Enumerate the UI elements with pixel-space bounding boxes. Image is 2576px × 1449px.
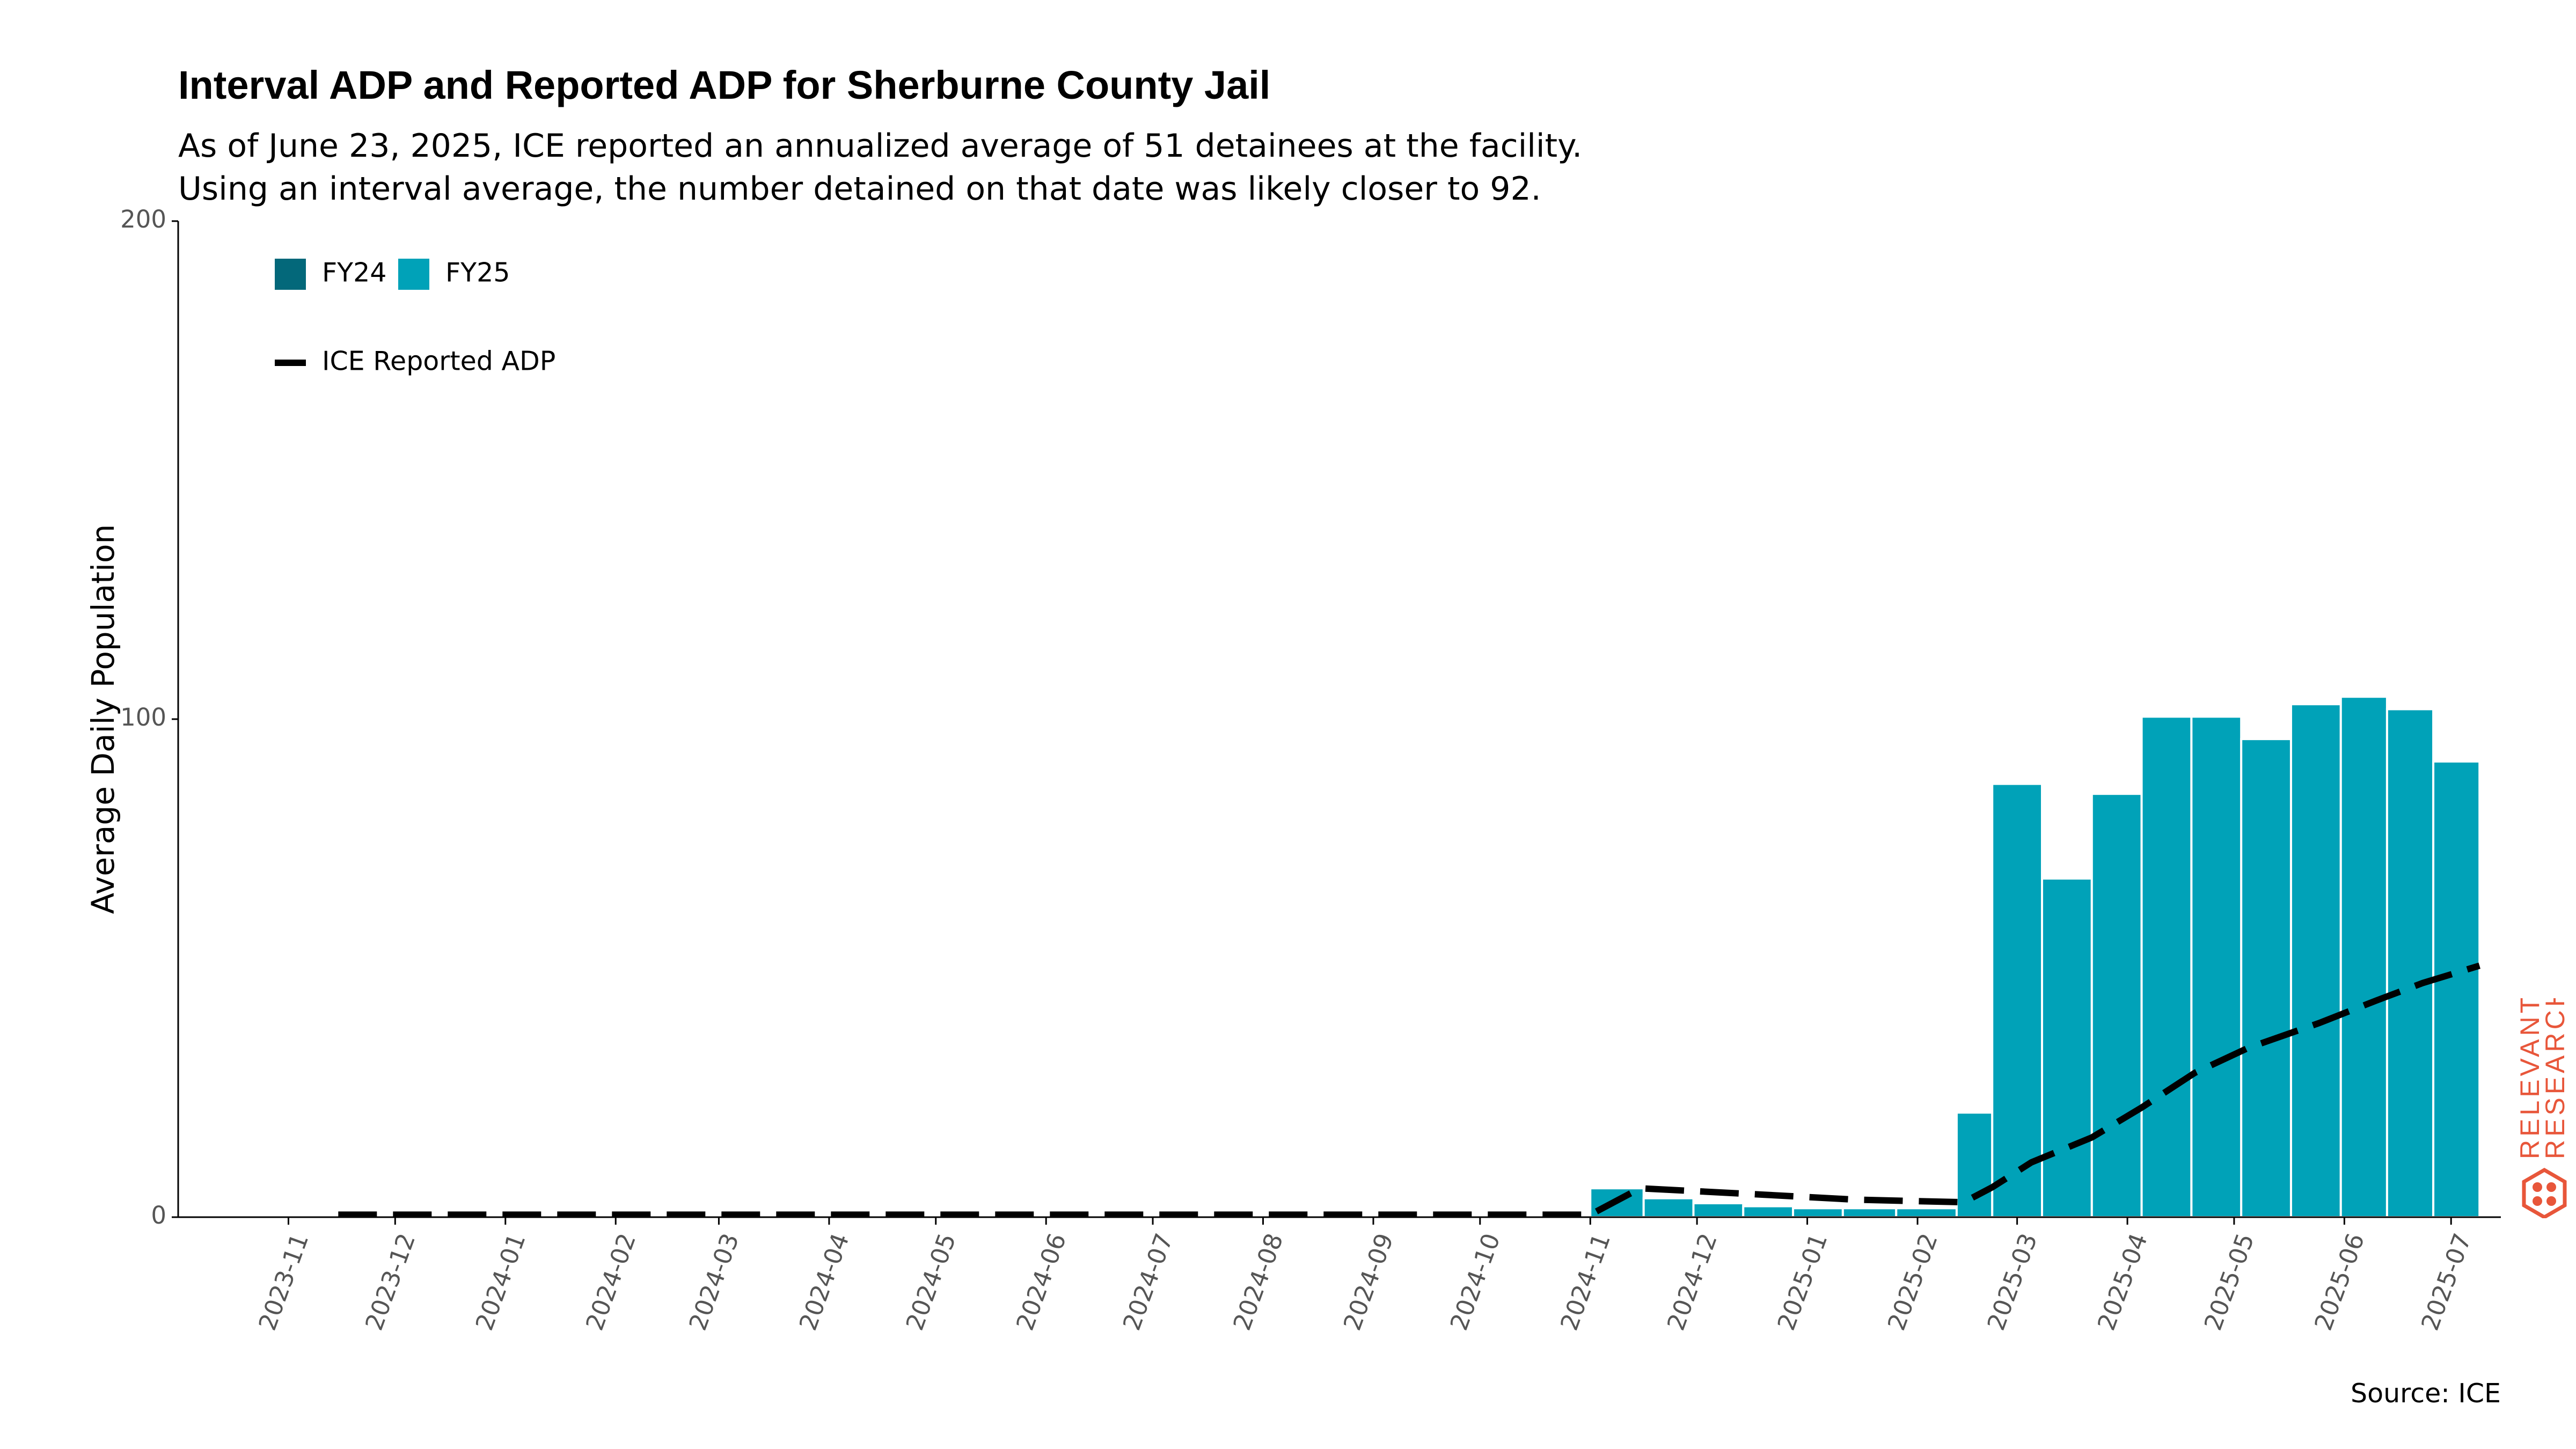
bar-26	[2240, 738, 2292, 1218]
bar-16	[1742, 1205, 1795, 1218]
bar-28	[2339, 696, 2388, 1218]
bar-20	[1955, 1111, 1994, 1219]
legend-label-fy24: FY24	[322, 258, 386, 288]
bar-14	[1642, 1197, 1695, 1219]
bar-27	[2289, 703, 2342, 1219]
bar-30	[2432, 760, 2481, 1218]
x-tick-label-15: 2025-02	[1882, 1230, 1943, 1334]
x-tick-label-3: 2024-02	[580, 1230, 641, 1334]
legend-swatch-fy24	[275, 259, 306, 290]
logo-text-relevant: RELEVANT	[2515, 998, 2545, 1159]
x-tick-label-4: 2024-03	[683, 1230, 744, 1334]
logo-mark-icon	[2522, 1167, 2567, 1218]
legend-label-fy25: FY25	[445, 258, 510, 288]
x-tick-label-5: 2024-04	[794, 1230, 855, 1334]
x-tick-label-11: 2024-10	[1445, 1230, 1506, 1334]
x-tick-label-19: 2025-06	[2309, 1230, 2370, 1334]
chart-title: Interval ADP and Reported ADP for Sherbu…	[178, 63, 1271, 107]
chart-subtitle: As of June 23, 2025, ICE reported an ann…	[178, 125, 1582, 210]
legend-swatch-fy25	[398, 259, 429, 290]
bar-18	[1841, 1207, 1898, 1218]
x-tick-label-2: 2024-01	[470, 1230, 531, 1334]
bars-group	[177, 696, 2481, 1219]
x-tick-label-0: 2023-11	[253, 1230, 314, 1334]
bar-19	[1895, 1207, 1958, 1218]
x-tick-label-13: 2024-12	[1662, 1230, 1723, 1334]
x-tick-label-10: 2024-09	[1338, 1230, 1399, 1334]
y-tick-label-1: 100	[120, 703, 166, 731]
subtitle-line-1: As of June 23, 2025, ICE reported an ann…	[178, 127, 1583, 165]
x-tick-label-7: 2024-06	[1011, 1230, 1072, 1334]
x-tick-label-20: 2025-07	[2416, 1230, 2477, 1334]
bar-24	[2140, 715, 2193, 1218]
y-axis-title: Average Daily Population	[85, 524, 121, 914]
x-tick-label-18: 2025-05	[2199, 1230, 2260, 1334]
x-tick-label-12: 2024-11	[1555, 1230, 1616, 1334]
bar-23	[2090, 793, 2143, 1218]
x-tick-label-14: 2025-01	[1772, 1230, 1833, 1334]
x-tick-label-6: 2024-05	[901, 1230, 962, 1334]
x-tick-label-16: 2025-03	[1981, 1230, 2043, 1334]
y-tick-label-2: 200	[120, 205, 166, 233]
bar-17	[1792, 1207, 1844, 1218]
bar-25	[2190, 715, 2243, 1218]
legend: FY24 FY25 ICE Reported ADP	[275, 258, 555, 377]
x-tick-label-8: 2024-07	[1117, 1230, 1179, 1334]
bar-22	[2041, 877, 2093, 1218]
x-tick-label-17: 2025-04	[2092, 1230, 2153, 1334]
bar-29	[2385, 708, 2435, 1218]
x-tick-label-1: 2023-12	[360, 1230, 421, 1334]
x-tick-label-9: 2024-08	[1227, 1230, 1289, 1334]
reported-adp-line-group	[338, 962, 2480, 1218]
logo-text-research: RESEARCH	[2540, 998, 2570, 1159]
bar-15	[1692, 1202, 1745, 1219]
reported-adp-line	[338, 962, 2480, 1218]
subtitle-line-2: Using an interval average, the number de…	[178, 170, 1541, 208]
source-note: Source: ICE	[2350, 1378, 2501, 1409]
y-tick-label-0: 0	[151, 1201, 166, 1230]
bar-21	[1991, 782, 2044, 1218]
legend-label-reported-adp: ICE Reported ADP	[322, 346, 555, 377]
